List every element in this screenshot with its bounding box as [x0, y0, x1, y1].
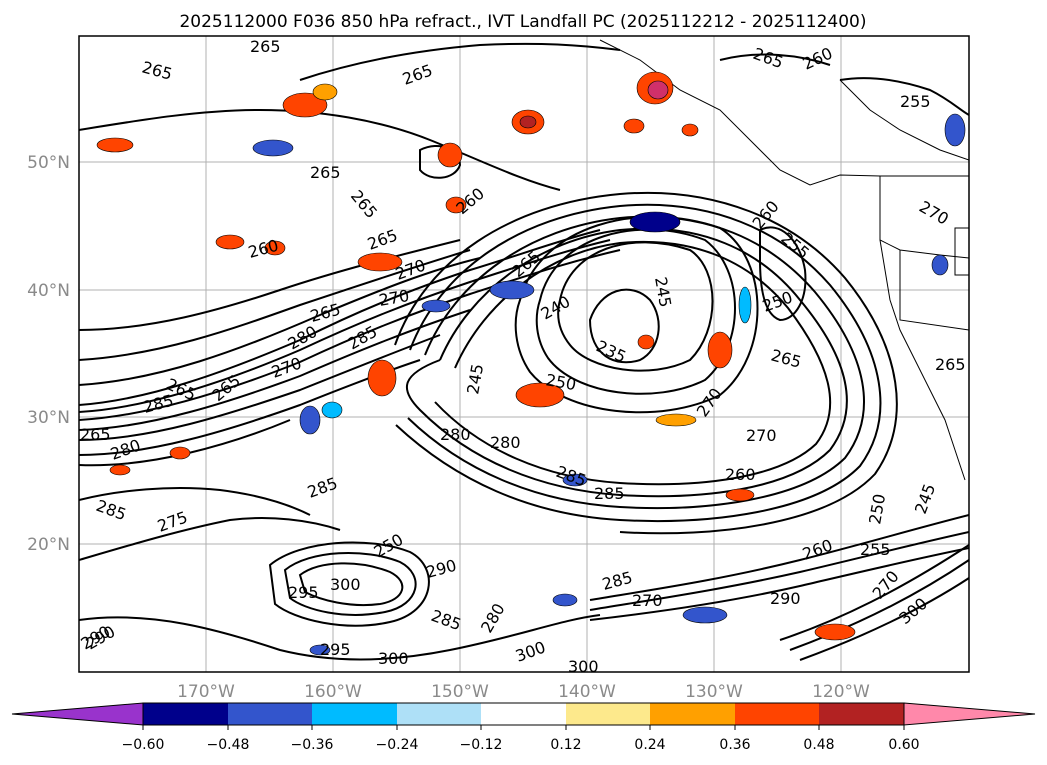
colorbar-tick-label: 0.48	[803, 737, 834, 753]
lon-label: 160°W	[304, 682, 362, 702]
contour-label: 265	[250, 37, 281, 56]
lon-label: 140°W	[558, 682, 616, 702]
figure-title: 2025112000 F036 850 hPa refract., IVT La…	[179, 12, 866, 32]
colorbar-extend-high	[903, 702, 1036, 726]
colorbar-segment	[819, 703, 904, 725]
colorbar-frame	[142, 702, 905, 726]
colorbar-segment	[228, 703, 312, 725]
map-background	[79, 36, 969, 672]
contour-label: 300	[330, 575, 361, 594]
contour-label: 255	[900, 92, 931, 111]
anomaly-fills	[96, 71, 966, 656]
contour-label: 280	[490, 433, 521, 452]
latitude-labels: 50°N 40°N 30°N 20°N	[27, 153, 70, 555]
lon-label: 170°W	[177, 682, 235, 702]
contour-label: 300	[568, 657, 599, 676]
colorbar-segment	[566, 703, 650, 725]
lon-label: 130°W	[685, 682, 743, 702]
contour-label: 300	[378, 649, 409, 668]
contour-label: 270	[746, 426, 777, 445]
contour-label: 265	[310, 163, 341, 182]
colorbar-segment	[397, 703, 481, 725]
colorbar-tick-label: 0.60	[888, 737, 919, 753]
lat-label: 40°N	[27, 281, 70, 301]
colorbar-segment	[735, 703, 819, 725]
lat-label: 30°N	[27, 408, 70, 428]
colorbar: −0.60 −0.48 −0.36 −0.24 −0.12 0.12 0.24 …	[11, 702, 1036, 753]
colorbar-segment	[143, 703, 228, 725]
contour-label: 265	[935, 355, 966, 374]
contour-label: 290	[770, 589, 801, 608]
contour-label: 295	[320, 640, 351, 659]
colorbar-extend-low	[11, 702, 144, 726]
contour-label: 255	[860, 540, 891, 559]
lat-label: 20°N	[27, 535, 70, 555]
contour-label: 295	[288, 583, 319, 602]
map-frame	[78, 35, 970, 673]
colorbar-tick-label: −0.48	[207, 737, 250, 753]
map-panel: 265 265 265 265 265 260 255 265 265 270 …	[79, 36, 969, 676]
contour-label: 265	[80, 425, 111, 444]
longitude-labels: 170°W 160°W 150°W 140°W 130°W 120°W	[177, 682, 870, 702]
colorbar-tick-label: −0.24	[376, 737, 419, 753]
lon-label: 150°W	[431, 682, 489, 702]
colorbar-tick-label: −0.60	[122, 737, 165, 753]
contour-label: 260	[725, 465, 756, 484]
contour-label: 285	[594, 484, 625, 503]
colorbar-tick-label: −0.36	[291, 737, 334, 753]
colorbar-ticks	[142, 725, 905, 730]
contour-label: 270	[632, 591, 663, 610]
lat-label: 50°N	[27, 153, 70, 173]
colorbar-segment	[312, 703, 397, 725]
colorbar-tick-label: 0.36	[719, 737, 750, 753]
colorbar-segment	[481, 703, 566, 725]
colorbar-tick-label: 0.12	[550, 737, 581, 753]
lon-label: 120°W	[812, 682, 870, 702]
colorbar-segment	[650, 703, 735, 725]
colorbar-tick-label: −0.12	[460, 737, 503, 753]
contour-label: 280	[440, 425, 471, 444]
colorbar-tick-label: 0.24	[634, 737, 665, 753]
